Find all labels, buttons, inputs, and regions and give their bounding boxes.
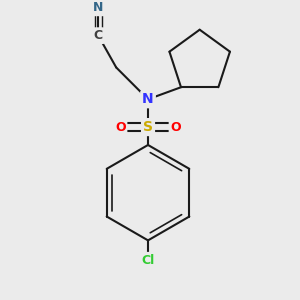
Text: Cl: Cl bbox=[141, 254, 154, 267]
Text: O: O bbox=[170, 121, 181, 134]
Text: S: S bbox=[143, 120, 153, 134]
Text: N: N bbox=[93, 1, 104, 14]
Text: O: O bbox=[115, 121, 125, 134]
Text: C: C bbox=[94, 29, 103, 42]
Text: N: N bbox=[142, 92, 154, 106]
